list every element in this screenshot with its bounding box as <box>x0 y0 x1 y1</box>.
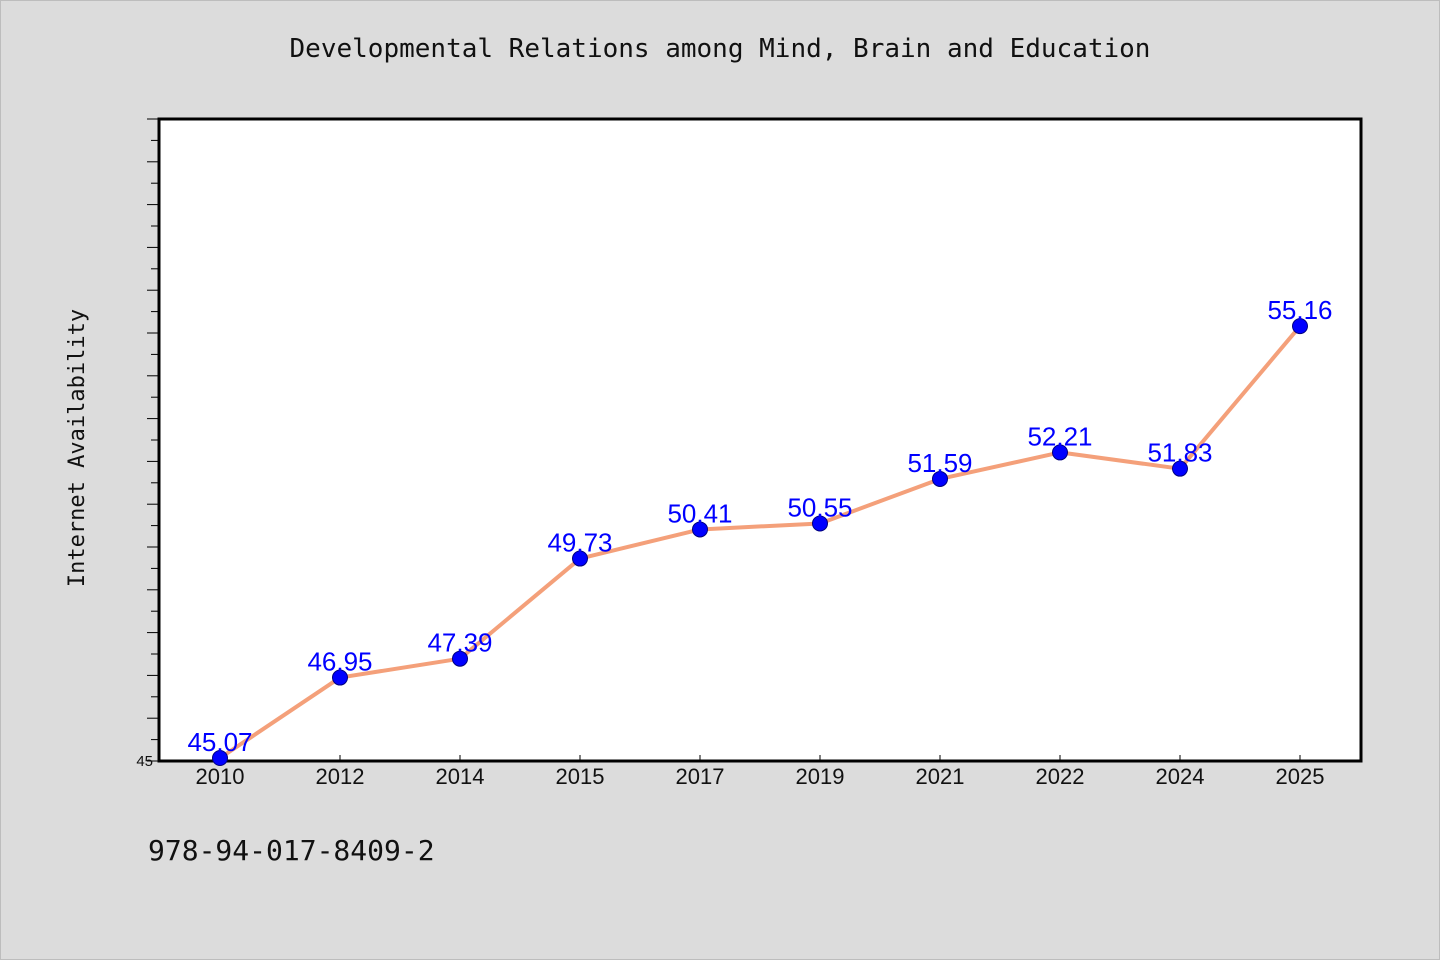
series-line <box>218 324 1302 760</box>
x-tick-label: 2017 <box>676 764 725 789</box>
x-tick-label: 2014 <box>436 764 485 789</box>
y-tick-label: 45 <box>136 753 153 770</box>
data-point <box>692 521 708 538</box>
x-tick-label: 2021 <box>916 764 965 789</box>
data-label: 49.73 <box>547 528 612 558</box>
x-tick-label: 2024 <box>1156 764 1205 789</box>
data-label: 51.59 <box>907 448 972 478</box>
x-tick-label: 2010 <box>196 764 245 789</box>
chart-title: Developmental Relations among Mind, Brai… <box>289 34 1151 64</box>
plot-area <box>157 117 1363 763</box>
data-label: 55.16 <box>1267 295 1332 325</box>
data-point <box>1052 444 1068 461</box>
isbn-footer: 978-94-017-8409-2 <box>148 834 435 867</box>
data-point <box>1172 460 1188 477</box>
data-label: 51.83 <box>1147 438 1212 468</box>
x-tick-label: 2019 <box>796 764 845 789</box>
series-markers <box>212 318 1308 767</box>
data-point <box>812 515 828 532</box>
data-label: 47.39 <box>427 628 492 658</box>
y-axis-ticks: 45 <box>136 118 159 770</box>
data-labels: 45.07 46.95 47.39 49.73 50.41 50.55 51.59 52.21… <box>187 295 1332 757</box>
data-point <box>572 550 588 567</box>
data-point <box>332 669 348 686</box>
data-label: 52.21 <box>1027 421 1092 451</box>
data-point <box>452 650 468 667</box>
x-tick-label: 2022 <box>1036 764 1085 789</box>
data-label: 50.55 <box>787 492 852 522</box>
data-point <box>212 750 228 767</box>
x-tick-label: 2012 <box>316 764 365 789</box>
data-label: 46.95 <box>307 647 372 677</box>
x-tick-label: 2015 <box>556 764 605 789</box>
data-label: 45.07 <box>187 727 252 757</box>
x-tick-label: 2025 <box>1276 764 1325 789</box>
data-label: 50.41 <box>667 498 732 528</box>
y-axis-label: Internet Availability <box>65 309 90 587</box>
data-point <box>1292 318 1308 335</box>
x-axis-tick-labels: 2010 2012 2014 2015 2017 2019 2021 2022 2024 2025 <box>196 755 1325 789</box>
data-point <box>932 470 948 487</box>
